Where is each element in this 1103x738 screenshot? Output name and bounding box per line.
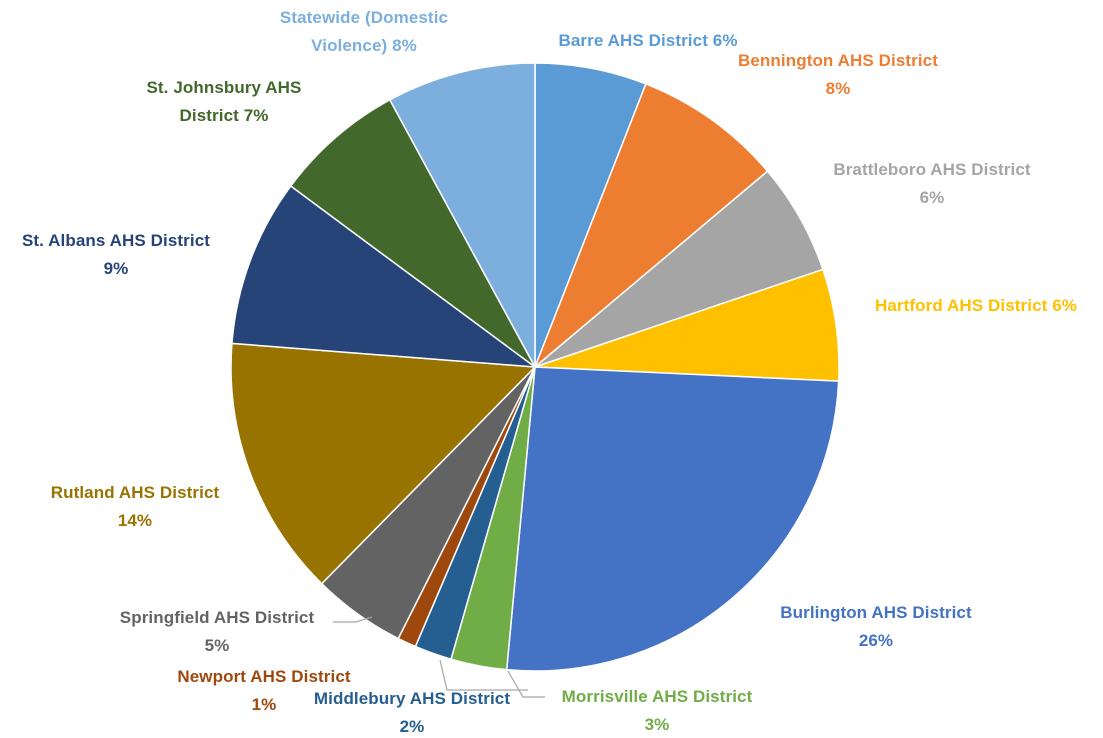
slices-layer <box>230 62 840 672</box>
data-label-line: Morrisville AHS District <box>562 687 753 706</box>
data-label-line: Springfield AHS District <box>120 608 315 627</box>
data-label-line: Brattleboro AHS District <box>833 160 1031 179</box>
data-label-st-albans-ahs-district: St. Albans AHS District 9% <box>22 231 210 278</box>
data-label-barre-ahs-district: Barre AHS District 6% <box>558 31 737 50</box>
data-label-line: Barre AHS District 6% <box>558 31 737 50</box>
pie-slice-st-johnsbury-ahs-district <box>289 98 536 368</box>
data-label-line: 2% <box>400 717 425 736</box>
data-label-hartford-ahs-district: Hartford AHS District 6% <box>875 296 1077 315</box>
data-label-springfield-ahs-district: Springfield AHS District 5% <box>120 608 315 655</box>
pie-slice-burlington-ahs-district <box>505 366 840 672</box>
data-label-brattleboro-ahs-district: Brattleboro AHS District 6% <box>833 160 1031 207</box>
data-label-line: St. Albans AHS District <box>22 231 210 250</box>
labels-layer: Barre AHS District 6%Bennington AHS Dist… <box>22 8 1077 736</box>
pie-slice-rutland-ahs-district <box>230 342 537 585</box>
data-label-middlebury-ahs-district: Middlebury AHS District 2% <box>314 689 510 736</box>
data-label-st-johnsbury-ahs-district: St. Johnsbury AHS District 7% <box>146 78 301 125</box>
data-label-line: Statewide (Domestic <box>280 8 448 27</box>
data-label-line: Newport AHS District <box>177 667 351 686</box>
data-label-burlington-ahs-district: Burlington AHS District 26% <box>780 603 972 650</box>
data-label-line: 26% <box>859 631 893 650</box>
data-label-line: District 7% <box>180 106 269 125</box>
data-label-line: 6% <box>920 188 945 207</box>
data-label-line: 9% <box>104 259 129 278</box>
pie-slice-st-albans-ahs-district <box>231 184 538 368</box>
data-label-statewide-domestic-violence: Statewide (Domestic Violence) 8% <box>280 8 448 55</box>
data-label-bennington-ahs-district: Bennington AHS District 8% <box>738 51 938 98</box>
data-label-line: St. Johnsbury AHS <box>146 78 301 97</box>
data-label-morrisville-ahs-district: Morrisville AHS District 3% <box>562 687 753 734</box>
leader-lines-layer <box>333 616 545 698</box>
data-label-line: Hartford AHS District 6% <box>875 296 1077 315</box>
data-label-line: Middlebury AHS District <box>314 689 510 708</box>
data-label-line: 5% <box>205 636 230 655</box>
data-label-line: 3% <box>645 715 670 734</box>
leader-line-springfield-ahs-district <box>333 616 373 623</box>
pie-slice-statewide-domestic-violence <box>388 62 536 368</box>
data-label-line: Violence) 8% <box>311 36 417 55</box>
data-label-line: Burlington AHS District <box>780 603 972 622</box>
pie-slice-bennington-ahs-district <box>534 82 769 368</box>
data-label-line: Bennington AHS District <box>738 51 938 70</box>
data-label-newport-ahs-district: Newport AHS District 1% <box>177 667 351 714</box>
data-label-line: 8% <box>826 79 851 98</box>
data-label-line: 1% <box>252 695 277 714</box>
leader-line-morrisville-ahs-district <box>507 670 545 698</box>
data-label-line: Rutland AHS District <box>51 483 220 502</box>
data-label-rutland-ahs-district: Rutland AHS District 14% <box>51 483 220 530</box>
leader-line-middlebury-ahs-district <box>439 659 528 691</box>
data-label-line: 14% <box>118 511 152 530</box>
